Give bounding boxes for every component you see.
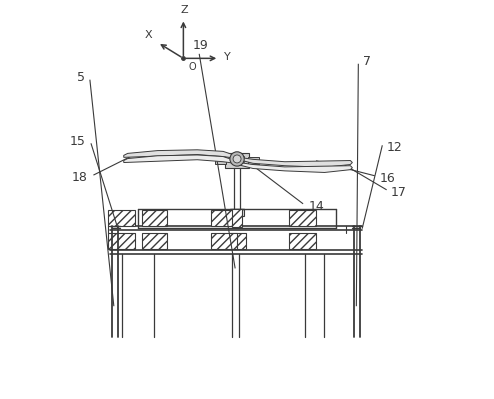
- Bar: [230, 233, 246, 249]
- Text: 19: 19: [192, 39, 208, 51]
- Bar: [211, 233, 237, 249]
- Text: 12: 12: [387, 141, 403, 154]
- Text: 14: 14: [309, 200, 325, 213]
- Text: O: O: [188, 61, 196, 71]
- Polygon shape: [124, 155, 235, 163]
- Text: 7: 7: [363, 55, 371, 68]
- Bar: [142, 210, 167, 226]
- Text: 5: 5: [77, 71, 85, 83]
- Text: Z: Z: [181, 6, 188, 16]
- Text: 15: 15: [70, 135, 86, 148]
- Bar: [241, 156, 244, 162]
- Polygon shape: [239, 162, 352, 172]
- Text: 17: 17: [391, 186, 407, 199]
- Bar: [230, 156, 233, 162]
- Polygon shape: [124, 150, 235, 158]
- Bar: [289, 233, 316, 249]
- Bar: [108, 233, 135, 249]
- Bar: [248, 156, 259, 164]
- Bar: [230, 209, 244, 216]
- Circle shape: [230, 152, 244, 166]
- Text: X: X: [145, 30, 153, 40]
- Bar: [232, 209, 242, 227]
- Text: 18: 18: [72, 171, 88, 184]
- Bar: [225, 152, 249, 168]
- Bar: [108, 210, 135, 226]
- Bar: [215, 156, 226, 164]
- Text: Y: Y: [224, 52, 231, 62]
- Bar: [142, 233, 167, 249]
- Bar: [289, 210, 316, 226]
- Polygon shape: [239, 157, 352, 167]
- Bar: [211, 210, 237, 226]
- Circle shape: [233, 155, 241, 163]
- Text: 16: 16: [379, 172, 395, 185]
